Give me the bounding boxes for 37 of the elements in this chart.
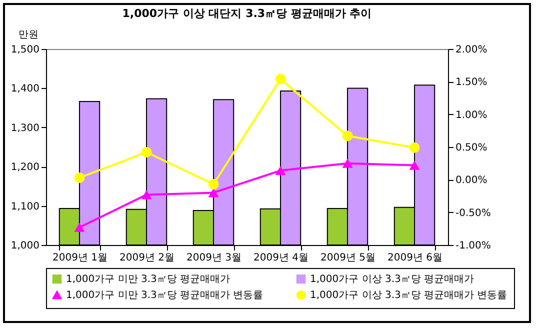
legend-label: 1,000가구 이상 3.3㎡당 평균매매가 <box>310 274 474 286</box>
legend-label: 1,000가구 미만 3.3㎡당 평균매매가 <box>66 274 230 286</box>
point <box>275 166 286 176</box>
y-tick-label: 1,300 <box>10 122 40 134</box>
y-tick-label: 1,500 <box>10 44 40 56</box>
y-tick-label: 1,100 <box>10 201 40 212</box>
point <box>74 222 85 232</box>
y2-tick-label: 0.00% <box>456 175 488 186</box>
point <box>342 158 353 168</box>
point <box>141 146 152 158</box>
y-tick-label: 1,400 <box>10 84 40 95</box>
x-tick-label: 2009년 2월 <box>120 252 174 264</box>
point <box>74 172 85 183</box>
x-tick-label: 2009년 4월 <box>254 252 308 264</box>
y2-tick-label: -1.00% <box>456 240 491 252</box>
point <box>141 190 152 200</box>
chart-title: 1,000가구 이상 대단지 3.3㎡당 평균매매가 추이 <box>122 7 372 20</box>
point <box>342 130 353 142</box>
x-tick-label: 2009년 1월 <box>52 252 108 264</box>
point <box>208 188 219 198</box>
y-axis-title: 만원 <box>18 30 38 40</box>
y-tick-label: 1,200 <box>10 162 40 174</box>
y2-tick-label: 2.00% <box>456 44 488 56</box>
x-tick-label: 2009년 5월 <box>320 252 376 264</box>
y2-tick-label: 0.50% <box>456 142 488 154</box>
y2-tick-label: 1.50% <box>456 77 488 88</box>
legend-label: 1,000가구 이상 3.3㎡당 평균매매가 변동률 <box>310 290 508 301</box>
legend-label: 1,000가구 미만 3.3㎡당 평균매매가 변동률 <box>66 290 264 301</box>
y2-tick-label: 1.00% <box>456 110 488 121</box>
point <box>208 179 219 190</box>
point <box>409 160 420 170</box>
point <box>275 74 286 84</box>
x-tick-label: 2009년 3월 <box>186 252 242 264</box>
point <box>409 142 420 153</box>
y2-tick-label: -0.50% <box>456 208 491 219</box>
y-tick-label: 1,000 <box>10 240 40 252</box>
x-tick-label: 2009년 6월 <box>388 252 442 264</box>
